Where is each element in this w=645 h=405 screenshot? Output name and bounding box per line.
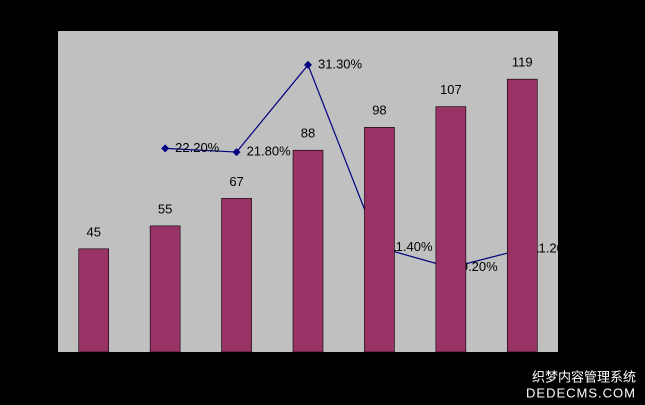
bar <box>78 248 110 353</box>
bar-label: 119 <box>512 55 533 70</box>
line-label: 31.30% <box>318 56 363 71</box>
line-label: 11.40% <box>389 239 433 254</box>
line-label: 21.80% <box>247 144 292 159</box>
bar <box>506 78 538 353</box>
watermark: DEDECMS.COM <box>526 385 636 400</box>
bar <box>149 225 181 353</box>
bar <box>292 149 324 353</box>
line-label: 22.20% <box>175 140 220 155</box>
line-marker <box>161 144 170 153</box>
bar-label: 67 <box>229 174 243 189</box>
bar <box>221 198 252 353</box>
bar-label: 55 <box>158 201 172 216</box>
bar-label: 98 <box>372 103 386 118</box>
watermark: 织梦内容管理系统 <box>532 369 636 384</box>
bar <box>435 106 467 353</box>
bar <box>364 127 395 353</box>
line-label: 9.20% <box>461 259 498 274</box>
line-marker <box>304 60 312 69</box>
bar-label: 107 <box>440 82 462 97</box>
line-label: 11.20% <box>532 241 576 256</box>
bar-label: 88 <box>301 126 315 141</box>
bar-label: 45 <box>86 224 100 239</box>
line-marker <box>232 148 241 157</box>
